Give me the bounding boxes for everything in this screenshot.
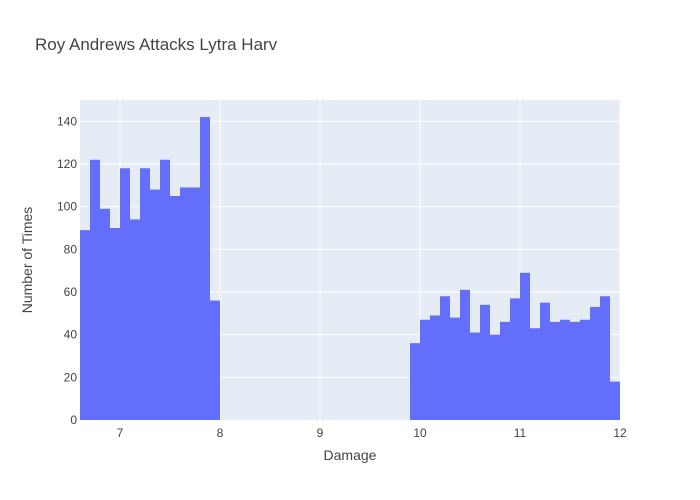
histogram-bar bbox=[180, 187, 190, 420]
chart-title: Roy Andrews Attacks Lytra Harv bbox=[35, 35, 278, 54]
histogram-bar bbox=[130, 219, 140, 420]
histogram-bar bbox=[80, 230, 90, 420]
histogram-bar bbox=[120, 168, 130, 420]
histogram-bar bbox=[540, 302, 550, 420]
histogram-bar bbox=[550, 321, 560, 420]
y-tick-label: 40 bbox=[64, 328, 78, 342]
histogram-bar bbox=[100, 208, 110, 420]
histogram-bar bbox=[190, 187, 200, 420]
x-tick-label: 8 bbox=[217, 426, 224, 440]
histogram-bar bbox=[490, 334, 500, 420]
histogram-bar bbox=[430, 315, 440, 420]
histogram-bar bbox=[440, 296, 450, 420]
y-tick-label: 120 bbox=[57, 157, 77, 171]
histogram-bar bbox=[530, 328, 540, 420]
y-tick-label: 140 bbox=[57, 114, 77, 128]
histogram-bar bbox=[610, 381, 620, 420]
histogram-bar bbox=[470, 332, 480, 420]
x-tick-label: 9 bbox=[317, 426, 324, 440]
y-tick-label: 60 bbox=[64, 285, 78, 299]
histogram-bar bbox=[410, 343, 420, 420]
histogram-bar bbox=[420, 319, 430, 420]
histogram-bar bbox=[480, 304, 490, 420]
y-tick-label: 80 bbox=[64, 242, 78, 256]
histogram-bar bbox=[560, 319, 570, 420]
histogram-bar bbox=[520, 272, 530, 420]
histogram-bar bbox=[200, 117, 210, 421]
histogram-bar bbox=[600, 296, 610, 420]
histogram-bar bbox=[170, 196, 180, 420]
histogram-bar bbox=[570, 321, 580, 420]
histogram-bar bbox=[150, 189, 160, 420]
histogram-bar bbox=[160, 159, 170, 420]
x-tick-label: 12 bbox=[613, 426, 627, 440]
histogram-bar bbox=[450, 317, 460, 420]
histogram-bar bbox=[140, 168, 150, 420]
histogram-bar bbox=[210, 300, 220, 420]
histogram-bar bbox=[580, 319, 590, 420]
y-axis-title: Number of Times bbox=[19, 207, 35, 314]
histogram-bar bbox=[500, 321, 510, 420]
x-tick-label: 7 bbox=[117, 426, 124, 440]
x-tick-label: 11 bbox=[514, 426, 527, 440]
histogram-bar bbox=[510, 298, 520, 420]
x-tick-label: 10 bbox=[413, 426, 427, 440]
y-tick-label: 100 bbox=[57, 200, 77, 214]
histogram-bars bbox=[80, 117, 620, 421]
x-axis-ticks: 7 8 9 10 11 12 bbox=[117, 426, 627, 440]
x-axis-title: Damage bbox=[324, 447, 377, 463]
y-axis-ticks: 0 20 40 60 80 100 120 140 bbox=[57, 114, 77, 427]
y-tick-label: 20 bbox=[64, 370, 78, 384]
y-tick-label: 0 bbox=[70, 413, 77, 427]
histogram-bar bbox=[590, 306, 600, 420]
histogram-bar bbox=[110, 228, 120, 420]
histogram-bar bbox=[460, 289, 470, 420]
histogram-bar bbox=[90, 159, 100, 420]
